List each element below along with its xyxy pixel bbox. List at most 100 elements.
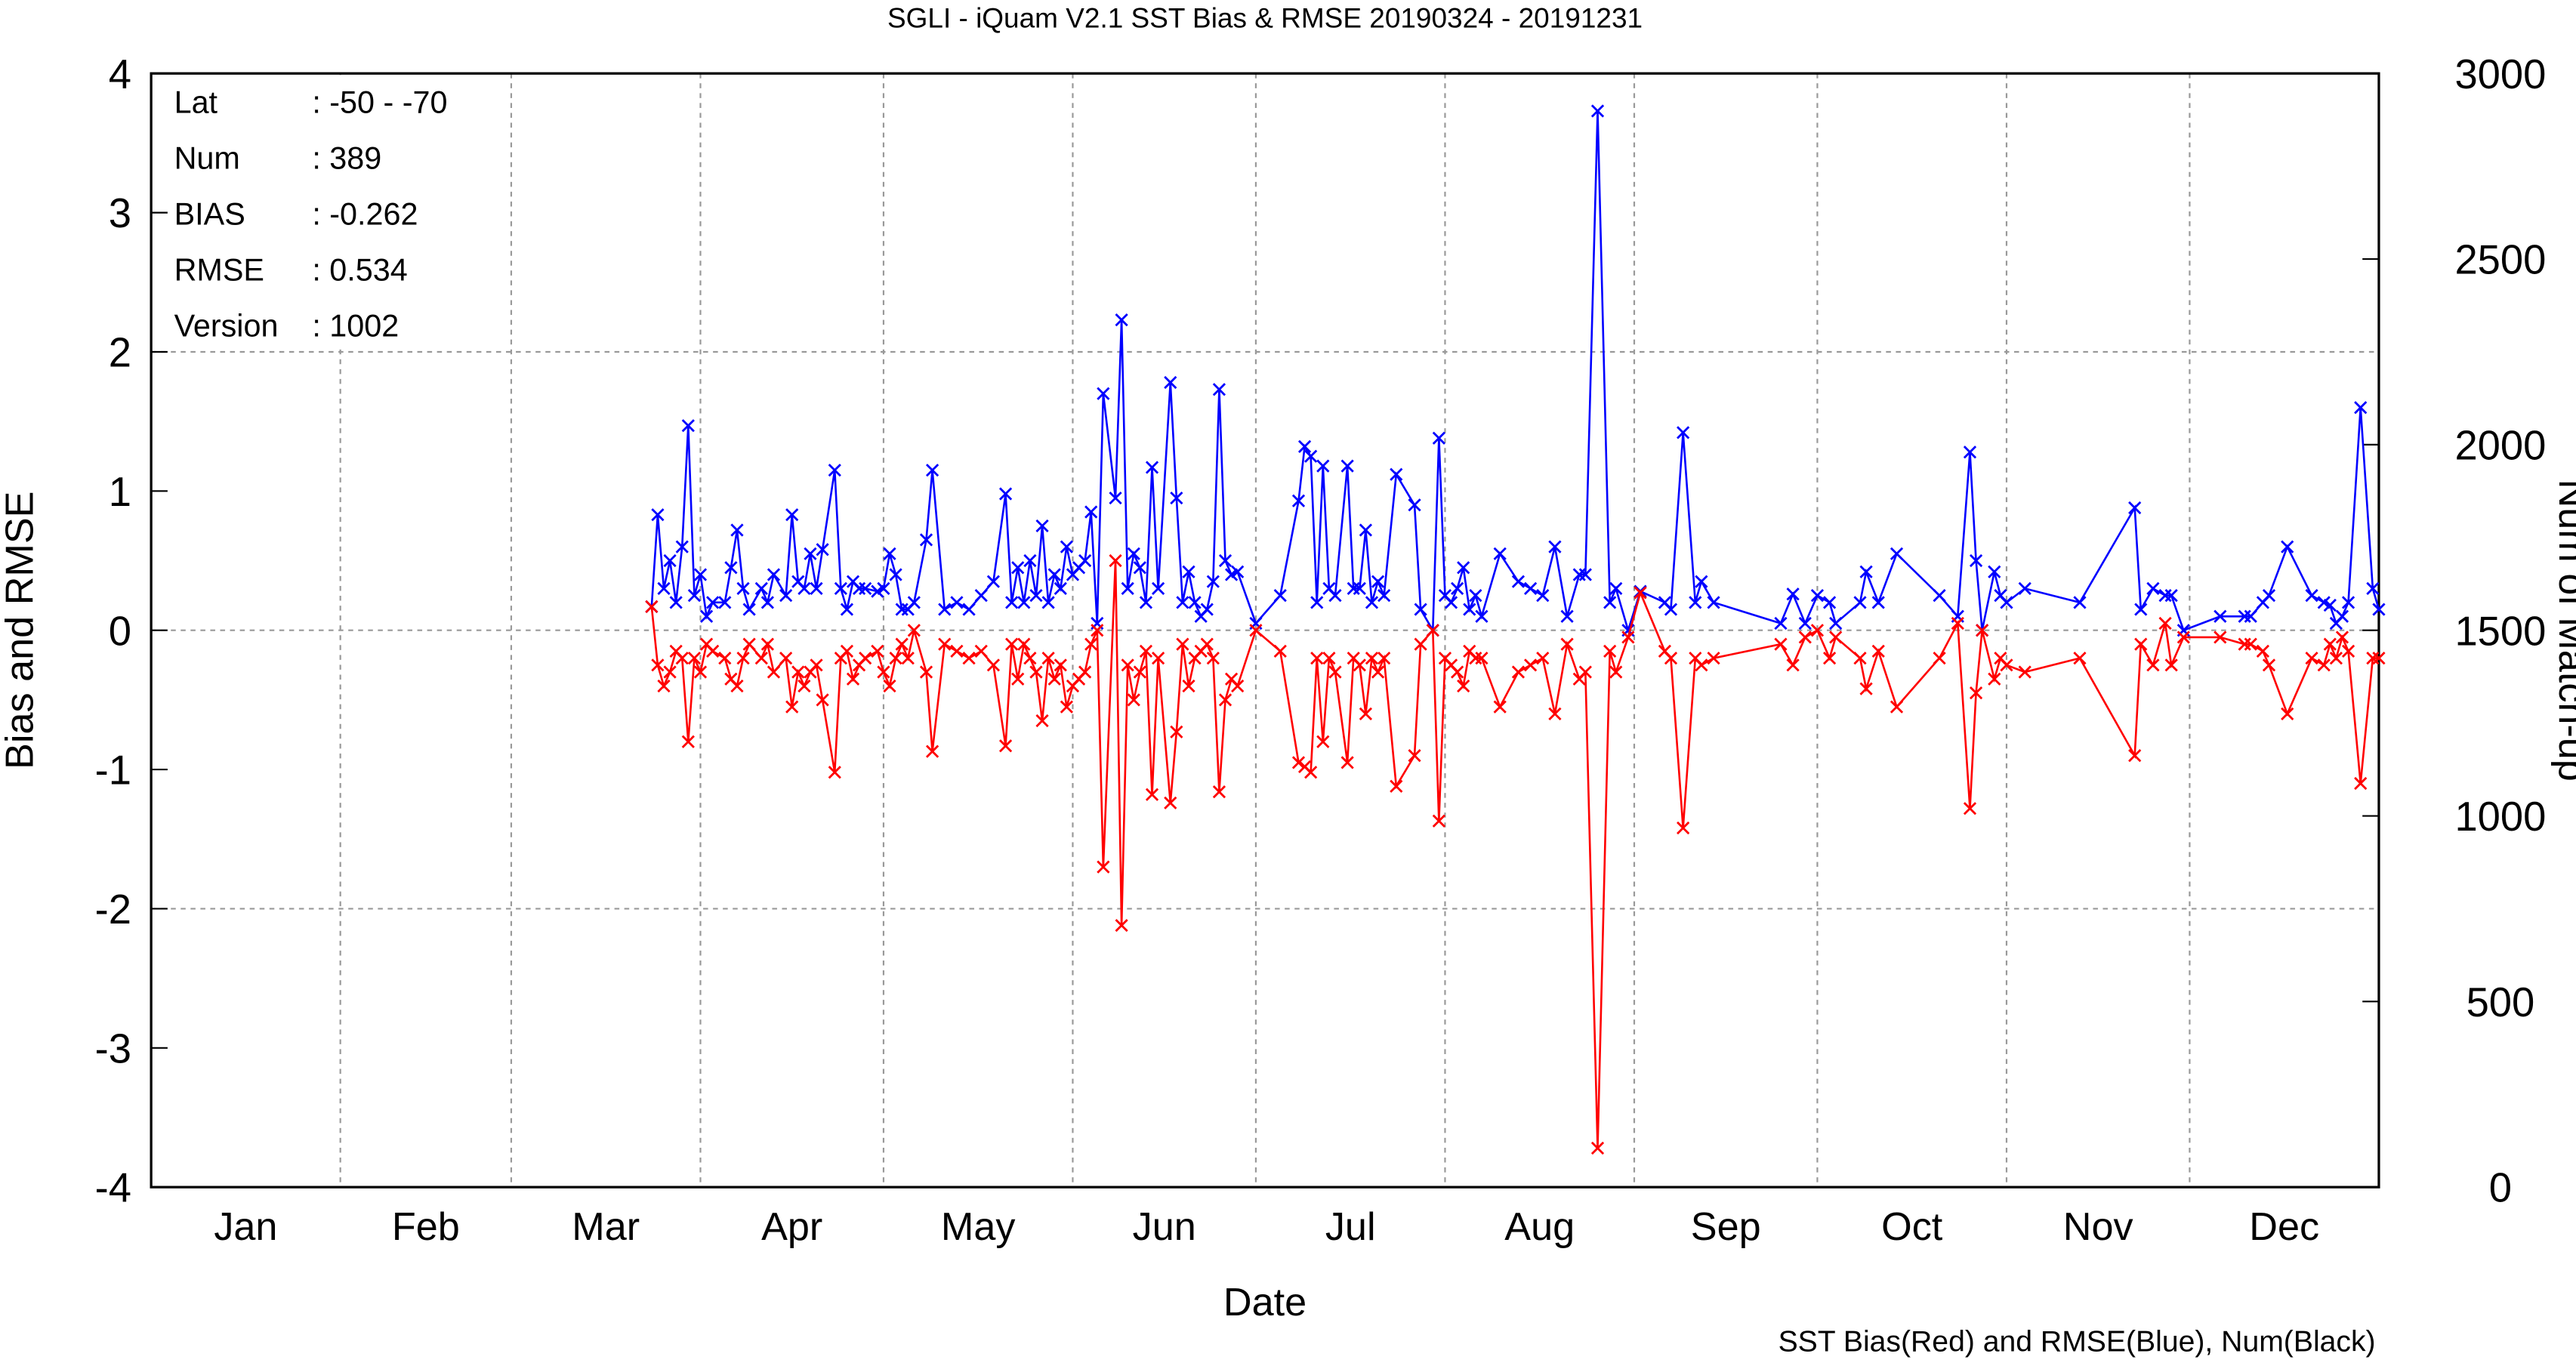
point-marker [2238,609,2251,623]
point-marker [1951,616,1964,631]
point-marker [1933,651,1946,665]
point-marker [1304,449,1318,463]
point-marker [2335,609,2349,623]
point-marker [1408,749,1421,763]
point-marker [1859,682,1873,695]
point-marker [2354,776,2368,791]
point-marker [1078,665,1092,679]
point-marker [742,637,756,651]
point-marker [907,624,921,637]
point-marker [828,464,841,477]
point-marker [962,651,976,665]
point-marker [797,581,811,596]
point-marker [1829,631,1843,644]
point-marker [2256,644,2270,658]
point-marker [998,487,1013,501]
point-marker [693,568,708,581]
point-marker [1035,714,1049,728]
point-marker [1047,568,1061,581]
y2-tick-label: 500 [2466,979,2535,1025]
point-marker [675,651,689,665]
point-marker [699,609,714,623]
point-marker [2073,596,2087,609]
point-marker [2018,665,2031,679]
point-marker [760,596,775,609]
point-marker [1170,725,1183,738]
point-marker [1822,596,1837,609]
point-marker [834,581,847,596]
point-marker [2329,651,2343,665]
point-marker [767,568,781,581]
point-marker [1444,596,1458,609]
point-marker [938,637,952,651]
point-marker [1041,651,1055,665]
point-marker [1871,644,1885,658]
point-marker [1047,672,1061,686]
info-label: BIAS [174,196,245,231]
point-marker [1707,651,1720,665]
y2-tick-label: 1500 [2454,608,2546,654]
point-marker [1231,565,1245,578]
point-marker [2305,651,2318,665]
point-marker [1408,498,1421,512]
point-marker [779,589,793,603]
point-marker [1304,766,1318,779]
point-marker [950,644,964,658]
point-marker [1188,596,1202,609]
point-marker [1414,603,1427,616]
point-marker [1291,756,1306,769]
point-marker [1988,565,2001,578]
point-marker [1121,658,1134,672]
point-marker [1963,446,1977,459]
x-tick-label: Oct [1881,1205,1943,1249]
point-marker [1005,637,1019,651]
point-marker [687,589,702,603]
point-marker [736,581,750,596]
point-marker [1297,439,1312,453]
y-tick-label: -3 [95,1025,131,1071]
point-marker [1017,637,1031,651]
point-marker [895,637,909,651]
point-marker [1109,491,1122,505]
point-marker [1523,581,1538,596]
point-marker [925,745,939,758]
point-marker [1359,707,1373,720]
point-marker [1390,467,1403,481]
point-marker [1164,375,1177,390]
point-marker [2372,651,2386,665]
y2-tick-label: 0 [2489,1165,2512,1211]
point-marker [1005,596,1019,609]
point-marker [1798,631,1812,644]
point-marker [816,543,829,557]
point-marker [1115,918,1128,933]
point-marker [1578,665,1592,679]
point-marker [810,658,823,672]
point-marker [840,603,854,616]
info-label: Version [174,308,279,343]
point-marker [1353,658,1366,672]
point-marker [998,739,1013,753]
info-label: Num [174,140,240,175]
point-marker [1152,581,1165,596]
point-marker [1451,581,1464,596]
point-marker [974,589,988,603]
point-marker [2176,631,2190,644]
point-marker [986,575,1001,588]
y-tick-label: 2 [109,330,131,376]
x-tick-label: May [941,1205,1016,1249]
x-tick-label: Nov [2063,1205,2133,1249]
point-marker [1023,651,1037,665]
point-marker [2214,609,2227,623]
point-marker [1218,693,1232,707]
point-marker [687,651,702,665]
point-marker [675,540,689,553]
x-tick-label: Feb [392,1205,460,1249]
point-marker [2341,644,2355,658]
y-tick-label: -2 [95,886,131,933]
point-marker [1451,665,1464,679]
point-marker [1347,581,1360,596]
y-tick-label: 0 [109,608,131,654]
point-marker [2281,707,2294,720]
point-marker [1291,494,1306,507]
info-value: : 389 [312,140,381,175]
